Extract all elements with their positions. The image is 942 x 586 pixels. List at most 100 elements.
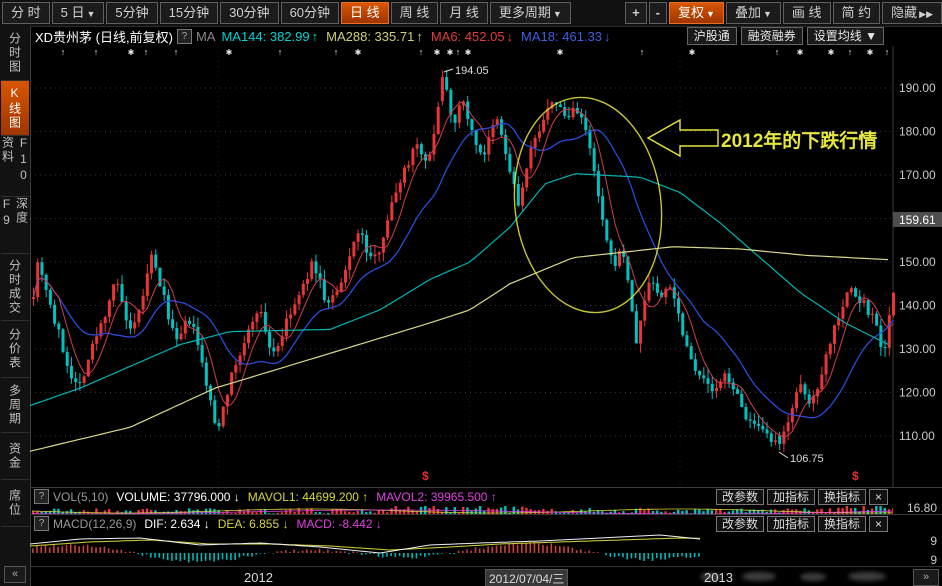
macd-button-加指标[interactable]: 加指标 — [767, 516, 816, 532]
svg-text:✱: ✱ — [465, 48, 472, 57]
toolbar-button-隐藏[interactable]: 隐藏 ▶▶ — [882, 2, 942, 24]
sidebar-item-多周期[interactable]: 多周期 — [1, 378, 29, 433]
macd-button-换指标[interactable]: 换指标 — [818, 516, 867, 532]
volume-help-icon[interactable]: ? — [34, 489, 49, 504]
trough-price-label: 106.75 — [790, 453, 824, 465]
volume-pane-buttons: 改参数 加指标 换指标 × — [716, 489, 889, 505]
toolbar-button-复权[interactable]: 复权 ▼ — [669, 2, 724, 24]
watermark-cover-box — [700, 532, 907, 563]
svg-text:↑: ↑ — [61, 47, 66, 57]
volume-button-换指标[interactable]: 换指标 — [818, 489, 867, 505]
toolbar-button-简 约[interactable]: 简 约 — [832, 2, 881, 24]
svg-text:✱: ✱ — [226, 48, 233, 57]
macd-help-icon[interactable]: ? — [34, 516, 49, 531]
candlestick-svg: ↑ ↑ ✱ ↑ ↑ ✱ ↑ ↑ ✱ ↑ ✱ ✱ ↑ ✱ ✱ ↑ ✱ ↑ ✱ ✱ ↑ ✱ ↑$ $2012年的下跌行情194.0… — [30, 46, 942, 487]
macd-pane-buttons: 改参数 加指标 换指标 × — [716, 516, 889, 532]
tab-7[interactable]: 周 线 — [390, 2, 439, 24]
svg-text:↑: ↑ — [775, 47, 780, 57]
svg-text:✱: ✱ — [557, 48, 564, 57]
tab-9[interactable]: 更多周期 ▼ — [489, 2, 571, 24]
svg-text:170.00: 170.00 — [899, 168, 936, 182]
tab-6[interactable]: 日 线 — [341, 2, 389, 24]
header-button-设置均线 ▼[interactable]: 设置均线 ▼ — [806, 27, 884, 45]
ma-legend-item: MA18: 461.33 ↓ — [521, 28, 611, 44]
ma6-line — [33, 101, 894, 438]
macd-pane: ? MACD(12,26,9) DIF: 2.634 ↓ DEA: 6.855 ↓ MA… — [30, 514, 942, 567]
svg-text:140.00: 140.00 — [899, 299, 936, 313]
sidebar-item-K线图[interactable]: K线图 — [1, 81, 29, 136]
watermark-smudge — [800, 573, 826, 581]
toolbar-button-+[interactable]: + — [625, 2, 647, 24]
volume-button-改参数[interactable]: 改参数 — [716, 489, 765, 505]
svg-text:✱: ✱ — [689, 48, 696, 57]
svg-text:↑: ↑ — [174, 47, 179, 57]
tab-5[interactable]: 60分钟 — [280, 2, 340, 24]
svg-text:↑: ↑ — [456, 47, 461, 57]
sidebar-item-F10资料[interactable]: F10资料 — [1, 136, 31, 197]
sidebar-item-分价表[interactable]: 分价表 — [1, 321, 29, 378]
tab-0[interactable]: 分 时 — [2, 2, 50, 24]
volume-button-×[interactable]: × — [869, 489, 889, 505]
time-axis-label: 2013 — [704, 570, 733, 585]
symbol-title: XD贵州茅 (日线,前复权) — [35, 29, 173, 45]
macd-header: ? MACD(12,26,9) DIF: 2.634 ↓ DEA: 6.855 ↓ MA… — [30, 516, 390, 531]
highlight-ellipse — [513, 96, 663, 314]
macd-indicator-name: MACD(12,26,9) — [53, 516, 137, 531]
expand-button[interactable]: » — [913, 569, 939, 586]
time-axis-label: 2012/07/04/三 — [485, 569, 569, 586]
sidebar-item-深度F9[interactable]: 深度F9 — [0, 197, 29, 254]
toolbar-button-画 线[interactable]: 画 线 — [782, 2, 831, 24]
candles — [32, 70, 895, 452]
dividend-dollar-marker: $ — [422, 469, 429, 483]
tab-2[interactable]: 5分钟 — [106, 2, 158, 24]
macd-axis-top: 9 — [930, 534, 937, 548]
svg-text:↑: ↑ — [640, 47, 645, 57]
macd-field: MACD: -8.442 ↓ — [296, 516, 382, 531]
tab-4[interactable]: 30分钟 — [220, 2, 279, 24]
volume-indicator-name: VOL(5,10) — [53, 489, 109, 504]
macd-button-改参数[interactable]: 改参数 — [716, 516, 765, 532]
grid-lines — [30, 46, 894, 487]
volume-button-加指标[interactable]: 加指标 — [767, 489, 816, 505]
header-button-融资融券[interactable]: 融资融券 — [740, 27, 803, 45]
sidebar-item-席位[interactable]: 席位 — [1, 480, 29, 527]
annotation-arrow — [646, 118, 719, 158]
tab-8[interactable]: 月 线 — [440, 2, 488, 24]
toolbar-button-叠加[interactable]: 叠加 ▼ — [725, 2, 781, 24]
svg-text:↑: ↑ — [848, 47, 853, 57]
sidebar-collapse-button[interactable]: « — [4, 566, 26, 583]
price-axis: 190.00180.00170.00160.00150.00140.00130.… — [893, 81, 942, 443]
svg-text:110.00: 110.00 — [899, 429, 935, 443]
sidebar-item-分时成交[interactable]: 分时成交 — [1, 254, 29, 321]
header-button-沪股通[interactable]: 沪股通 — [686, 27, 737, 45]
volume-field: VOLUME: 37796.000 ↓ — [116, 489, 240, 504]
ma18-line — [32, 122, 895, 419]
toolbar-button--[interactable]: - — [648, 2, 668, 24]
peak-price-label: 194.05 — [455, 65, 489, 77]
svg-text:150.00: 150.00 — [899, 255, 936, 269]
tab-1[interactable]: 5 日 ▼ — [51, 2, 105, 24]
time-axis: » 2012 2012/07/04/三 2013 — [30, 566, 942, 586]
sidebar-item-分时图[interactable]: 分时图 — [1, 26, 29, 81]
svg-text:↑: ↑ — [419, 47, 424, 57]
watermark-smudge — [742, 572, 776, 581]
ma-legend-item: MA288: 335.71 ↑ — [326, 28, 423, 44]
main-candlestick-chart[interactable]: ↑ ↑ ✱ ↑ ↑ ✱ ↑ ↑ ✱ ↑ ✱ ✱ ↑ ✱ ✱ ↑ ✱ ↑ ✱ ✱ ↑ ✱ ↑ $ $2012年的下跌行情 194.0… — [30, 46, 942, 487]
ma288-line — [30, 246, 889, 452]
help-icon[interactable]: ? — [176, 28, 192, 44]
tab-3[interactable]: 15分钟 — [159, 2, 219, 24]
svg-text:✱: ✱ — [447, 48, 454, 57]
ma-legend: MA144: 382.99 ↑ MA288: 335.71 ↑ MA6: 452.05 ↓… — [221, 29, 618, 44]
svg-text:↑: ↑ — [334, 47, 339, 57]
watermark-smudge — [848, 572, 886, 581]
sidebar-item-资金[interactable]: 资金 — [1, 433, 29, 480]
svg-text:↑: ↑ — [144, 47, 149, 57]
dividend-dollar-marker: $ — [852, 469, 859, 483]
svg-text:✱: ✱ — [434, 48, 441, 57]
volume-field: MAVOL2: 39965.500 ↑ — [376, 489, 497, 504]
chart-subheader: XD贵州茅 (日线,前复权) ? MA MA144: 382.99 ↑ MA288:… — [30, 26, 942, 46]
macd-button-×[interactable]: × — [869, 516, 889, 532]
svg-text:↑: ↑ — [278, 47, 283, 57]
volume-field: MAVOL1: 44699.200 ↑ — [247, 489, 369, 504]
